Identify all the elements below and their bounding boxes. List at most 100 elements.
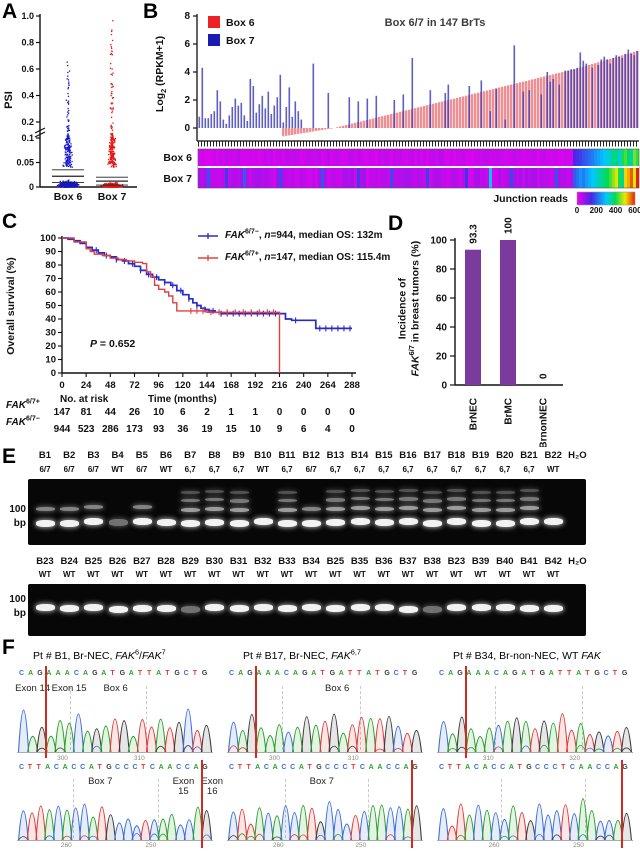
svg-text:10: 10 — [45, 355, 56, 366]
svg-text:0: 0 — [441, 381, 447, 392]
sequence-base: A — [548, 670, 554, 677]
sequence-base: T — [97, 764, 102, 771]
svg-text:Box 6: Box 6 — [163, 152, 192, 164]
gel-lane-label: B34 — [302, 556, 320, 567]
svg-text:0.1: 0.1 — [21, 133, 34, 143]
svg-text:264: 264 — [320, 380, 337, 391]
sequence-base: G — [302, 670, 308, 677]
sequence-base: A — [83, 670, 89, 677]
svg-text:60: 60 — [45, 287, 56, 298]
svg-text:286: 286 — [102, 424, 119, 435]
gel-lane-genotype: 6,7 — [208, 465, 220, 474]
svg-text:144: 144 — [199, 380, 216, 391]
svg-text:147: 147 — [54, 407, 71, 418]
svg-text:240: 240 — [296, 380, 312, 391]
sequence-base: A — [64, 670, 70, 677]
svg-text:10: 10 — [250, 424, 262, 435]
position-gridline — [495, 686, 497, 750]
chromatogram-trace — [437, 713, 633, 753]
sequence-base: C — [263, 764, 269, 771]
svg-text:24: 24 — [81, 380, 92, 391]
svg-text:0: 0 — [575, 206, 580, 214]
svg-text:216: 216 — [272, 380, 288, 391]
gel-lane-label: B2 — [63, 450, 76, 461]
sequence-base: G — [412, 764, 418, 771]
gel-lane-label: B8 — [208, 450, 221, 461]
svg-text:0.4: 0.4 — [21, 91, 34, 101]
gel-lane-label: B1 — [38, 450, 52, 461]
sequence-base: T — [357, 670, 362, 677]
sequence-base: C — [439, 764, 445, 771]
svg-text:523: 523 — [78, 424, 95, 435]
gel-lane-genotype: WT — [208, 570, 221, 579]
svg-text:1: 1 — [228, 407, 234, 418]
gel-lane-label: B12 — [302, 450, 320, 461]
sequence-base: C — [71, 764, 77, 771]
svg-text:168: 168 — [223, 380, 239, 391]
sequence-base: A — [238, 670, 244, 677]
gel-lane-genotype: WT — [111, 570, 124, 579]
svg-text:30: 30 — [45, 328, 56, 339]
svg-text:BrnonNEC: BrnonNEC — [539, 398, 550, 447]
sequence-base: C — [493, 670, 499, 677]
sequence-base: T — [585, 670, 590, 677]
sequence-base: C — [543, 764, 549, 771]
region-label: Box 6 — [325, 683, 350, 694]
sequence-base: C — [393, 670, 399, 677]
sequence-base: G — [202, 764, 208, 771]
gel-lane-genotype: WT — [377, 570, 391, 579]
sequence-base: T — [246, 764, 251, 771]
svg-text:Box 7: Box 7 — [163, 173, 192, 185]
gel-lane-label: B24 — [60, 556, 78, 567]
gel-lane-genotype: WT — [232, 570, 245, 579]
sequence-base: T — [165, 670, 170, 677]
gel-lane-genotype: WT — [425, 570, 439, 579]
sequence-base: C — [333, 764, 339, 771]
panel-b-letter: B — [143, 0, 159, 23]
sequence-base: A — [293, 670, 299, 677]
sequence-base: C — [386, 764, 392, 771]
sequence-base: G — [106, 764, 112, 771]
panel-d-y-axis-label: Incidence of FAK6/7 in breast tumors (%) — [396, 240, 421, 377]
svg-text:80: 80 — [45, 260, 56, 271]
sequence-base: T — [456, 764, 461, 771]
panel-c-letter: C — [2, 210, 18, 233]
gel-lane-genotype: 6,7 — [184, 465, 196, 474]
svg-text:Box 7: Box 7 — [98, 191, 127, 203]
sequence-base: T — [557, 670, 563, 677]
svg-text:600: 600 — [628, 206, 640, 214]
gel-lane-genotype: 6/7 — [305, 465, 317, 474]
region-label: Exon 14 — [15, 683, 51, 694]
sequence-base: G — [329, 670, 336, 677]
svg-text:Overall survival (%): Overall survival (%) — [5, 257, 17, 354]
sequence-base: A — [613, 764, 619, 771]
svg-text:93: 93 — [153, 424, 165, 435]
sequence-base: C — [283, 670, 289, 677]
svg-text:90: 90 — [45, 247, 56, 258]
sequence-base: C — [439, 670, 445, 677]
region-label: Box 7 — [88, 776, 113, 787]
sequence-base: T — [447, 764, 452, 771]
position-tick-label: 260 — [60, 842, 72, 849]
gel-lane-genotype: WT — [87, 570, 100, 579]
gel-lane-genotype: WT — [159, 465, 173, 474]
gel-lane-genotype: 6,7 — [402, 465, 414, 474]
gel-lane-genotype: WT — [304, 570, 318, 579]
svg-text:0: 0 — [325, 407, 331, 418]
svg-text:9: 9 — [277, 424, 283, 435]
sequence-base: A — [403, 764, 409, 771]
gel-lane-label: B25 — [84, 556, 103, 567]
gel-lane-genotype: WT — [329, 570, 342, 579]
svg-text:944: 944 — [54, 424, 71, 435]
gel-lane-genotype: 6,7 — [354, 465, 366, 474]
sequence-base: G — [174, 670, 180, 677]
gel-lane-genotype: 6/7 — [63, 465, 75, 474]
sequence-base: G — [92, 670, 98, 677]
svg-text:4: 4 — [325, 424, 331, 435]
sequence-base: T — [110, 670, 115, 677]
sequence-base: A — [366, 670, 372, 677]
sequence-base: G — [316, 764, 322, 771]
svg-text:36: 36 — [177, 424, 189, 435]
gel-lane-label: B13 — [326, 450, 345, 461]
gel-lane-label: B23 — [36, 556, 54, 567]
